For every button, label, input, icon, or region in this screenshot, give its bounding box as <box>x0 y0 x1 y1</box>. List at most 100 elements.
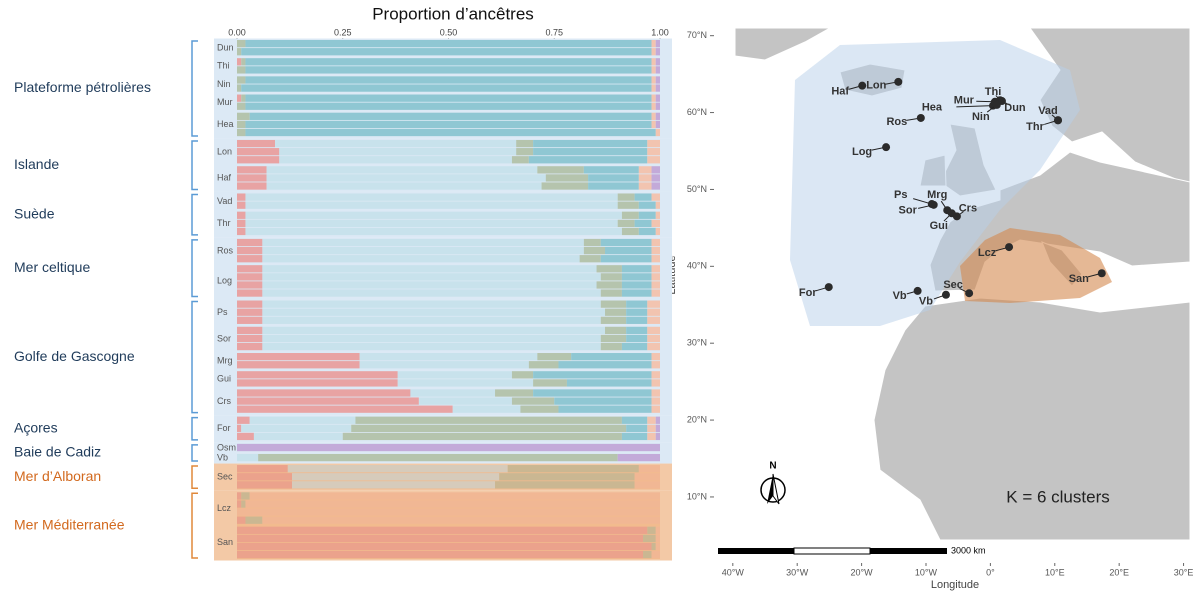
population-code: Hea <box>217 119 234 129</box>
ancestry-segment <box>651 182 660 190</box>
ancestry-segment <box>634 481 660 489</box>
ancestry-segment <box>237 120 246 129</box>
site-point <box>858 81 867 90</box>
ancestry-segment <box>537 353 572 361</box>
ancestry-segment <box>528 361 559 369</box>
ancestry-segment <box>507 465 639 473</box>
population-code: San <box>217 537 233 547</box>
ancestry-segment <box>651 84 656 92</box>
ancestry-segment <box>495 389 534 397</box>
ancestry-segment <box>647 326 660 335</box>
region-label: Baie de Cadiz <box>14 444 101 460</box>
y-tick-label: 50°N <box>687 184 707 194</box>
site-point <box>992 100 1001 109</box>
ancestry-segment <box>600 342 622 351</box>
population-code: Dun <box>217 42 234 52</box>
ancestry-segment <box>626 316 648 324</box>
ancestry-segment <box>583 246 606 255</box>
ancestry-segment <box>237 416 250 424</box>
ancestry-segment <box>359 361 529 369</box>
ancestry-segment <box>262 238 584 247</box>
ancestry-segment <box>655 76 660 84</box>
ancestry-segment <box>605 326 627 335</box>
y-tick-label: 60°N <box>687 107 707 117</box>
population-code: Sec <box>217 472 233 482</box>
ancestry-segment <box>237 76 246 84</box>
ancestry-segment <box>237 84 242 92</box>
region-bracket <box>191 193 198 236</box>
ancestry-segment <box>626 326 648 335</box>
ancestry-segment <box>655 424 660 432</box>
ancestry-segment <box>495 481 635 489</box>
ancestry-segment <box>241 500 246 508</box>
ancestry-segment <box>245 201 618 209</box>
x-tick-label: 20°E <box>1109 567 1129 577</box>
x-tick-label: 10°E <box>1045 567 1065 577</box>
ancestry-segment <box>237 492 242 500</box>
ancestry-segment <box>245 76 652 84</box>
ancestry-segment <box>655 112 660 120</box>
ancestry-segment <box>237 465 288 473</box>
ancestry-segment <box>647 342 660 351</box>
scale-seg <box>793 547 871 555</box>
ancestry-segment <box>651 353 660 361</box>
site-point <box>1097 269 1106 278</box>
north-arrow: N <box>760 461 786 505</box>
ancestry-segment <box>262 342 601 351</box>
ancestry-segment <box>291 473 500 481</box>
ancestry-segment <box>237 156 280 164</box>
site-label: Mur <box>954 95 975 107</box>
ancestry-segment <box>596 281 622 289</box>
population-code: Ros <box>217 245 234 255</box>
ancestry-segment <box>600 316 627 324</box>
ancestry-segment <box>583 238 601 247</box>
ancestry-segment <box>651 289 660 297</box>
ancestry-segment <box>647 300 660 308</box>
ancestry-segment <box>537 166 584 174</box>
ancestry-segment <box>626 424 648 432</box>
ancestry-segment <box>237 473 292 481</box>
ancestry-segment <box>258 453 618 462</box>
site-label: Dun <box>1004 102 1026 114</box>
north-label: N <box>769 461 776 472</box>
site-point <box>1005 243 1014 252</box>
site-label: Thr <box>1026 121 1044 133</box>
ancestry-segment <box>237 201 246 209</box>
ancestry-segment <box>638 166 652 174</box>
ancestry-segment <box>643 534 656 543</box>
population-code: Sor <box>217 333 231 343</box>
population-code: Gui <box>217 374 231 384</box>
ancestry-segment <box>249 112 652 120</box>
ancestry-segment <box>245 102 652 110</box>
ancestry-segment <box>237 246 263 255</box>
ancestry-segment <box>621 342 648 351</box>
ancestry-segment <box>558 405 652 413</box>
arrow-left <box>767 474 773 504</box>
ancestry-segment <box>511 397 555 405</box>
scale-label: 3000 km <box>951 545 986 555</box>
ancestry-segment <box>617 219 635 228</box>
ancestry-segment <box>638 211 656 219</box>
ancestry-segment <box>651 58 656 66</box>
ancestry-segment <box>262 289 601 297</box>
region-bracket <box>191 444 198 462</box>
ancestry-segment <box>237 443 660 452</box>
ancestry-segment <box>655 201 660 209</box>
ancestry-segment <box>237 289 263 297</box>
site-label: Ros <box>886 116 907 128</box>
ancestry-segment <box>397 371 512 379</box>
ancestry-segment <box>655 58 660 66</box>
ancestry-segment <box>600 334 627 343</box>
site-point <box>941 290 950 299</box>
ancestry-segment <box>638 201 656 209</box>
ancestry-segment <box>655 542 660 551</box>
ancestry-segment <box>279 156 512 164</box>
ancestry-segment <box>262 281 597 289</box>
region-bracket <box>191 239 198 298</box>
site-label: Thi <box>985 86 1002 98</box>
ancestry-segment <box>237 526 648 534</box>
region-label: Plateforme pétrolières <box>14 79 151 95</box>
ancestry-segment <box>647 156 660 164</box>
ancestry-segment <box>647 148 660 156</box>
